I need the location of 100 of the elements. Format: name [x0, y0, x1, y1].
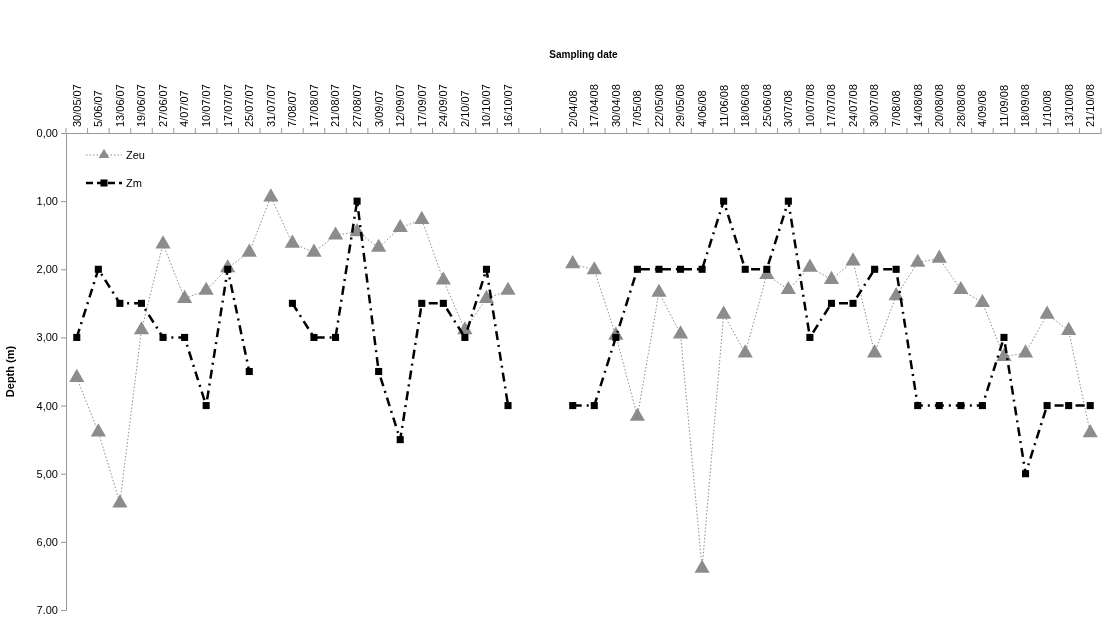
x-tick-label: 7/08/08	[890, 90, 903, 127]
point	[263, 188, 279, 202]
x-tick-label: 25/07/07	[243, 84, 256, 127]
point	[461, 333, 469, 341]
point	[482, 265, 490, 273]
point	[241, 243, 257, 257]
point	[763, 265, 771, 273]
y-tick-label: 5,00	[36, 467, 58, 480]
point	[435, 271, 451, 285]
point	[116, 299, 124, 307]
x-tick-label: 17/08/07	[307, 84, 320, 127]
point	[310, 333, 318, 341]
point	[181, 333, 189, 341]
y-tick-label: 4,00	[36, 399, 58, 412]
x-tick-label: 16/10/07	[501, 84, 514, 127]
point	[741, 265, 749, 273]
point	[414, 210, 430, 224]
x-tick-label: 18/06/08	[739, 84, 752, 127]
point	[957, 402, 965, 410]
point	[306, 243, 322, 257]
point	[418, 299, 426, 307]
x-tick-label: 30/05/07	[70, 84, 83, 127]
point	[655, 265, 663, 273]
x-tick-label: 7/08/07	[286, 90, 299, 127]
x-tick-label: 17/07/07	[221, 84, 234, 127]
point	[159, 333, 167, 341]
x-tick-label: 27/06/07	[156, 84, 169, 127]
point	[245, 367, 253, 376]
point	[806, 333, 814, 341]
x-tick-label: 29/05/08	[674, 84, 687, 127]
point	[478, 289, 495, 303]
x-tick-label: 17/09/07	[415, 84, 428, 127]
point	[1039, 305, 1055, 319]
point	[651, 283, 667, 297]
point	[155, 235, 171, 249]
point	[396, 436, 404, 444]
point	[672, 325, 689, 339]
x-tick-label: 4/07/07	[178, 90, 191, 127]
point	[1017, 344, 1034, 358]
x-tick-label: 22/05/08	[652, 84, 665, 127]
y-tick-label: 6,00	[36, 535, 58, 548]
x-tick-label: 4/09/08	[976, 90, 989, 127]
point	[871, 265, 879, 273]
point	[802, 258, 818, 272]
x-tick-label: 2/10/07	[458, 90, 471, 127]
point	[849, 299, 857, 307]
point	[1065, 402, 1073, 410]
legend-label: Zm	[126, 176, 142, 189]
x-tick-label: 3/07/08	[782, 90, 795, 127]
x-tick-label: 30/07/08	[868, 84, 881, 127]
x-tick-label: 5/06/07	[92, 90, 105, 127]
y-tick-label: 2,00	[36, 263, 58, 276]
point	[94, 265, 102, 273]
point	[978, 402, 986, 410]
y-tick-label: 1,00	[36, 195, 58, 208]
x-tick-label: 17/07/08	[825, 84, 838, 127]
x-tick-label: 30/04/08	[609, 84, 622, 127]
x-tick-label: 10/07/07	[200, 84, 213, 127]
x-tick-label: 10/07/08	[803, 84, 816, 127]
x-tick-label: 10/10/07	[480, 84, 493, 127]
point	[371, 238, 387, 252]
point	[1043, 402, 1051, 410]
x-tick-label: 21/08/07	[329, 84, 342, 127]
x-tick-label: 28/08/08	[954, 84, 967, 127]
point	[780, 280, 796, 295]
x-tick-label: 24/07/08	[846, 84, 859, 127]
point	[845, 252, 861, 266]
point	[1000, 333, 1008, 341]
point	[284, 234, 300, 248]
x-tick-label: 1/10/08	[1040, 90, 1053, 127]
point	[133, 321, 150, 335]
x-tick-label: 3/09/07	[372, 90, 385, 127]
x-tick-label: 11/09/08	[997, 84, 1010, 127]
point	[198, 281, 214, 295]
point	[69, 368, 85, 383]
point	[288, 299, 296, 307]
point	[931, 249, 947, 263]
y-tick-label: 3,00	[36, 331, 58, 344]
point	[177, 289, 193, 303]
x-tick-label: 12/09/07	[394, 84, 407, 127]
point	[73, 333, 81, 341]
point	[914, 402, 922, 410]
point	[202, 402, 210, 410]
point	[137, 299, 145, 307]
point	[1086, 402, 1094, 410]
point	[375, 367, 383, 376]
point	[565, 255, 581, 269]
point	[1022, 470, 1030, 478]
x-tick-label: 24/09/07	[437, 84, 450, 127]
point	[827, 299, 835, 307]
point	[737, 344, 753, 358]
point	[677, 265, 685, 273]
x-tick-label: 13/06/07	[113, 84, 126, 127]
point	[500, 281, 516, 295]
point	[823, 270, 840, 284]
y-axis-title: Depth (m)	[4, 345, 16, 398]
x-tick-label: 4/06/08	[695, 90, 708, 127]
point	[392, 218, 408, 233]
point	[586, 261, 602, 275]
x-tick-label: 20/08/08	[933, 84, 946, 127]
